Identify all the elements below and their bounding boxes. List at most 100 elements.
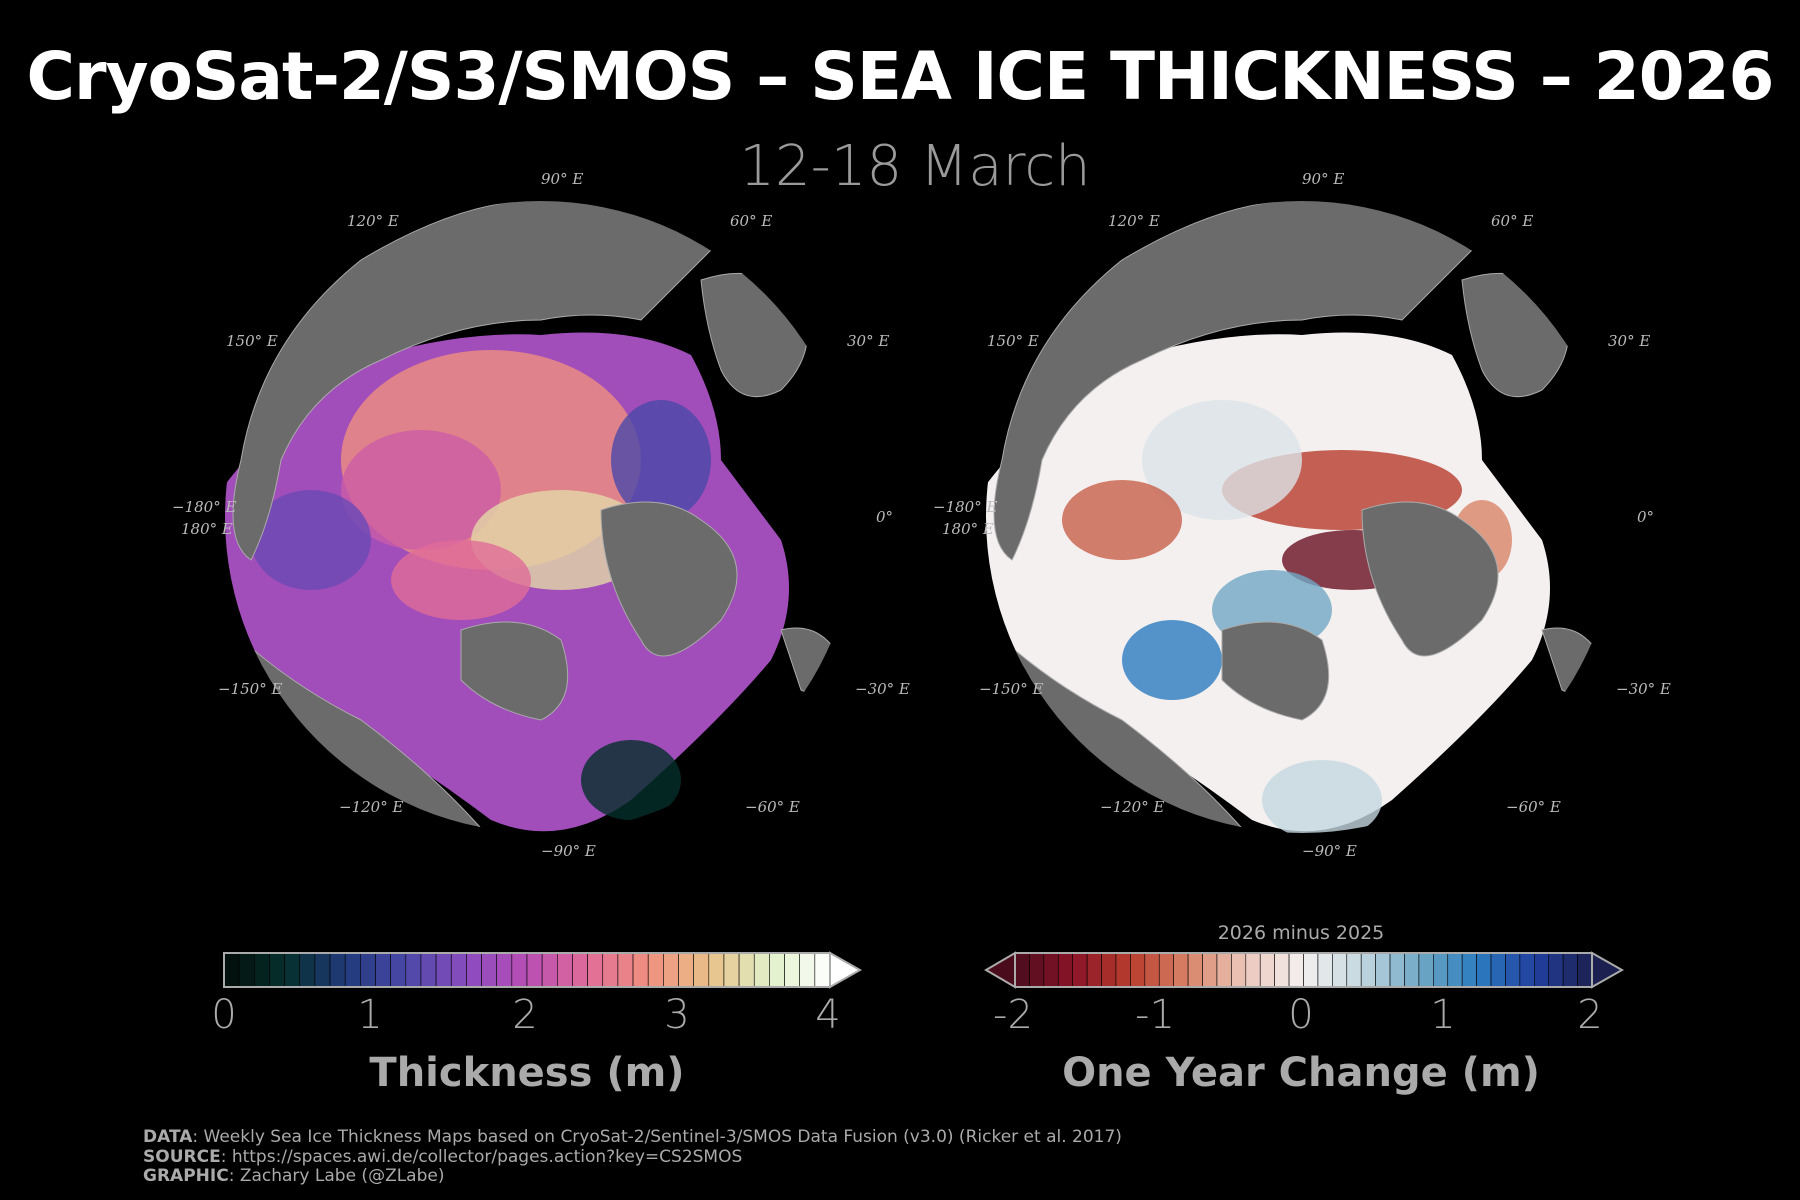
colorbar-segment xyxy=(238,952,255,988)
longitude-label: −60° E xyxy=(1506,798,1561,816)
colorbar-segment xyxy=(1303,952,1319,988)
footer-data: DATA: Weekly Sea Ice Thickness Maps base… xyxy=(143,1127,1122,1147)
colorbar-segment xyxy=(1115,952,1131,988)
colorbar-segment xyxy=(1533,952,1550,988)
colorbar-extend-max xyxy=(1591,951,1625,989)
colorbar-segment xyxy=(1144,952,1160,988)
longitude-label: 120° E xyxy=(347,212,399,230)
colorbar-segment xyxy=(723,952,740,988)
colorbar-segment xyxy=(1086,952,1102,988)
colorbar-segment xyxy=(1101,952,1117,988)
longitude-label: −120° E xyxy=(1100,798,1164,816)
colorbar-segment xyxy=(420,952,437,988)
ice-anomaly-region xyxy=(341,430,501,550)
figure-title: CryoSat-2/S3/SMOS – SEA ICE THICKNESS – … xyxy=(26,38,1775,115)
colorbar-segment xyxy=(1202,952,1218,988)
colorbar-segment xyxy=(541,952,558,988)
colorbar-segment xyxy=(496,952,513,988)
longitude-label: 90° E xyxy=(541,170,583,188)
colorbar-tick: 2 xyxy=(512,992,538,1038)
colorbar-segment xyxy=(1548,952,1564,988)
colorbar-segment xyxy=(572,952,588,988)
colorbar-segment xyxy=(375,952,391,988)
colorbar-segment xyxy=(647,952,664,988)
colorbar-segment xyxy=(1562,952,1578,988)
footer-graphic: GRAPHIC: Zachary Labe (@ZLabe) xyxy=(143,1166,445,1186)
colorbar-segment xyxy=(314,952,331,988)
colorbar-tick: 0 xyxy=(1288,992,1314,1038)
colorbar-segment xyxy=(284,952,301,988)
land-mass xyxy=(460,621,569,721)
colorbar-tick: 4 xyxy=(815,992,841,1038)
colorbar-segment xyxy=(405,952,422,988)
ice-anomaly-region xyxy=(611,400,711,520)
colorbar-segment xyxy=(1216,952,1232,988)
longitude-label: −180° E xyxy=(933,498,997,516)
longitude-label: 180° E xyxy=(181,520,233,538)
colorbar-segment xyxy=(1274,952,1290,988)
colorbar-tick: -1 xyxy=(1135,992,1175,1038)
colorbar-segment xyxy=(678,952,694,988)
thickness-map: 90° E 120° E 60° E 150° E 30° E −180° E 180° E… xyxy=(172,170,910,860)
colorbar-segment xyxy=(1461,952,1477,988)
longitude-label: −120° E xyxy=(339,798,403,816)
colorbar-segment xyxy=(1447,952,1463,988)
colorbar-segment xyxy=(784,952,800,988)
colorbar-segment xyxy=(344,952,361,988)
colorbar-extend-min xyxy=(984,951,1016,989)
colorbar-segment xyxy=(1245,952,1261,988)
colorbar-segment xyxy=(1187,952,1203,988)
longitude-label: 120° E xyxy=(1108,212,1160,230)
longitude-label: 60° E xyxy=(730,212,772,230)
ice-anomaly-region xyxy=(391,540,531,620)
longitude-label: −90° E xyxy=(1302,842,1357,860)
ice-anomaly-region xyxy=(1062,480,1182,560)
colorbar-segment xyxy=(360,952,376,988)
colorbar-extend-max xyxy=(829,951,863,989)
colorbar-tick: 3 xyxy=(664,992,690,1038)
colorbar-segment xyxy=(269,952,285,988)
longitude-label: −60° E xyxy=(745,798,800,816)
colorbar-tick: 1 xyxy=(357,992,383,1038)
colorbar-segment xyxy=(481,952,497,988)
colorbar-segment xyxy=(738,952,755,988)
colorbar-segment xyxy=(1014,952,1030,988)
colorbar-segment xyxy=(799,952,816,988)
land-mass xyxy=(1221,621,1330,721)
colorbar-tick: 1 xyxy=(1430,992,1456,1038)
colorbar-segment xyxy=(1158,952,1174,988)
colorbar-segment xyxy=(1360,952,1376,988)
colorbar-segment xyxy=(511,952,528,988)
colorbar-segment xyxy=(632,952,649,988)
colorbar-segment xyxy=(253,952,270,988)
longitude-label: 150° E xyxy=(226,332,278,350)
colorbar-segment xyxy=(1231,952,1247,988)
change-colorbar xyxy=(984,951,1625,989)
colorbar-segment xyxy=(708,952,725,988)
land-mass xyxy=(600,501,738,657)
colorbar-segment xyxy=(466,952,482,988)
longitude-label: −90° E xyxy=(541,842,596,860)
colorbar-segment xyxy=(753,952,770,988)
longitude-label: 30° E xyxy=(1608,332,1650,350)
colorbar-segment xyxy=(1346,952,1362,988)
colorbar-tick: -2 xyxy=(993,992,1033,1038)
colorbar-tick: 2 xyxy=(1577,992,1603,1038)
colorbar-segment xyxy=(1577,952,1593,988)
change-colorbar-note: 2026 minus 2025 xyxy=(1217,922,1385,944)
longitude-label: 60° E xyxy=(1491,212,1533,230)
colorbar-segment xyxy=(1418,952,1434,988)
colorbar-segment xyxy=(1288,952,1304,988)
ice-anomaly-region xyxy=(1122,620,1222,700)
colorbar-segment xyxy=(1505,952,1521,988)
longitude-label: 180° E xyxy=(942,520,994,538)
longitude-label: −150° E xyxy=(218,680,282,698)
colorbar-segment xyxy=(1375,952,1391,988)
longitude-label: 0° xyxy=(1637,508,1654,526)
longitude-label: 150° E xyxy=(987,332,1039,350)
colorbar-segment xyxy=(1043,952,1059,988)
colorbar-segment xyxy=(1173,952,1189,988)
ice-anomaly-region xyxy=(581,740,681,820)
colorbar-segment xyxy=(1433,952,1449,988)
thickness-colorbar-label: Thickness (m) xyxy=(369,1050,685,1096)
